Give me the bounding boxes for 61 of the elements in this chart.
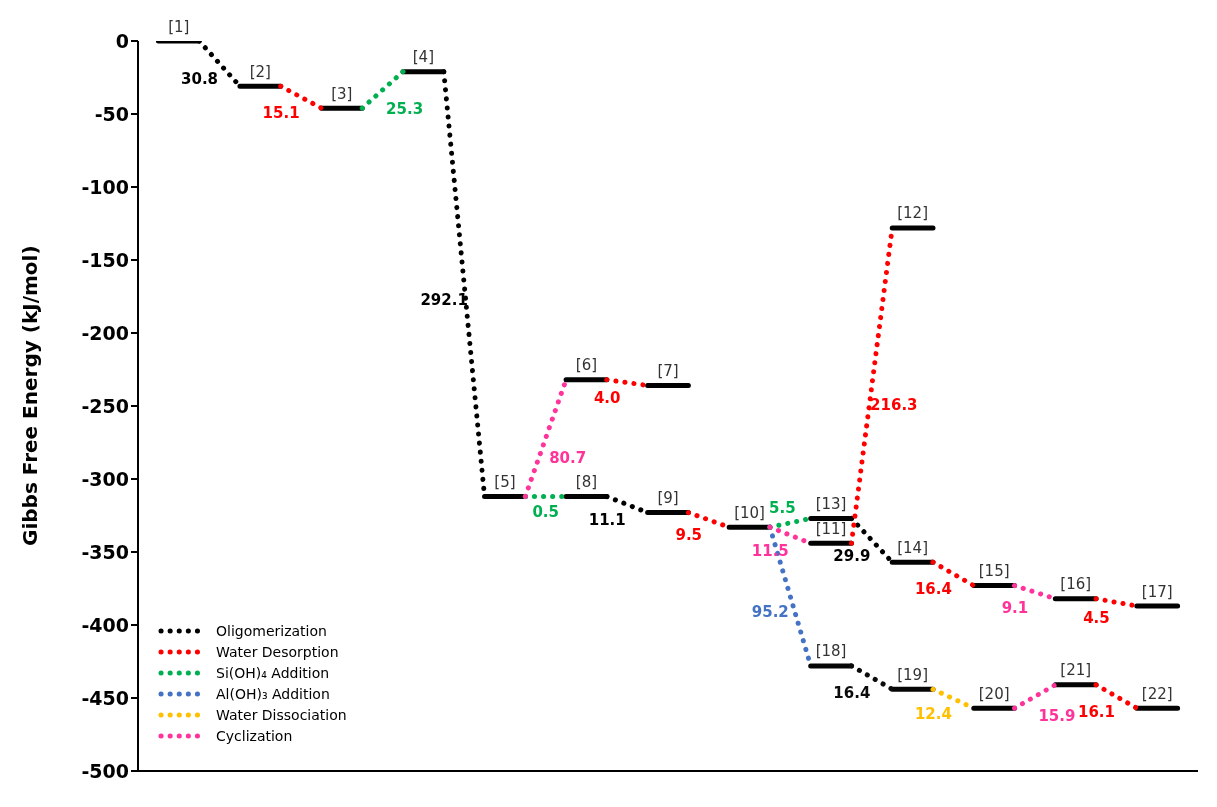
annotation: [8] [575,473,598,492]
annotation: 11.5 [751,541,789,560]
annotation: 292.1 [420,290,468,309]
annotation: 16.4 [914,580,952,599]
annotation: 5.5 [769,499,796,518]
annotation: [13] [815,494,847,513]
legend-label: Water Dissociation [216,706,347,723]
annotation: 95.2 [751,603,789,622]
annotation: [16] [1060,575,1092,594]
y-tick-label: -150 [81,248,129,271]
annotation: [20] [978,684,1010,703]
annotation: 4.0 [593,389,621,408]
annotation: [6] [575,356,598,375]
annotation: 11.1 [588,511,626,530]
annotation: 15.1 [262,103,300,122]
legend-label: Cyclization [216,727,293,744]
annotation: 4.5 [1083,608,1110,627]
annotation: [11] [815,519,847,538]
annotation: [21] [1060,661,1092,680]
annotation: [10] [734,503,765,522]
annotation: [22] [1141,684,1173,703]
annotation: [19] [897,665,929,684]
y-tick-label: 0 [115,29,129,52]
annotation: 15.9 [1038,707,1076,726]
y-axis-title: Gibbs Free Energy (kJ/mol) [18,245,43,546]
annotation: 29.9 [833,546,871,565]
annotation: 9.5 [675,526,703,545]
annotation: 216.3 [870,396,918,415]
annotation: 9.1 [1001,598,1029,617]
annotation: 25.3 [386,100,424,119]
annotation: [12] [897,204,929,223]
legend-label: Si(OH)₄ Addition [216,664,330,681]
y-tick-label: -100 [81,175,129,198]
legend-label: Al(OH)₃ Addition [216,685,330,702]
annotation: 80.7 [549,448,587,467]
annotation: 16.1 [1077,703,1115,722]
y-tick-label: -500 [81,759,129,782]
annotation: [7] [657,362,679,381]
annotation: [2] [249,62,271,81]
annotation: 30.8 [181,70,219,89]
text: [1] [168,17,190,36]
annotation: [9] [657,489,679,508]
y-tick-label: -400 [81,613,129,636]
annotation: [15] [978,562,1010,581]
y-tick-label: -450 [81,686,129,709]
annotation: 0.5 [532,503,559,522]
annotation: 12.4 [914,705,952,724]
annotation: [3] [331,84,353,103]
y-tick-label: -350 [81,540,129,563]
y-tick-label: -300 [81,467,129,490]
annotation: [18] [815,642,847,661]
annotation: [14] [897,538,929,557]
y-tick-label: -200 [81,321,129,344]
y-tick-label: -250 [81,394,129,417]
annotation: [17] [1141,582,1173,601]
legend-label: Oligomerization [216,622,327,639]
annotation: 16.4 [833,684,871,703]
annotation: [4] [412,48,435,67]
legend-label: Water Desorption [216,643,339,660]
annotation: [5] [494,473,516,492]
y-tick-label: -50 [94,102,129,125]
